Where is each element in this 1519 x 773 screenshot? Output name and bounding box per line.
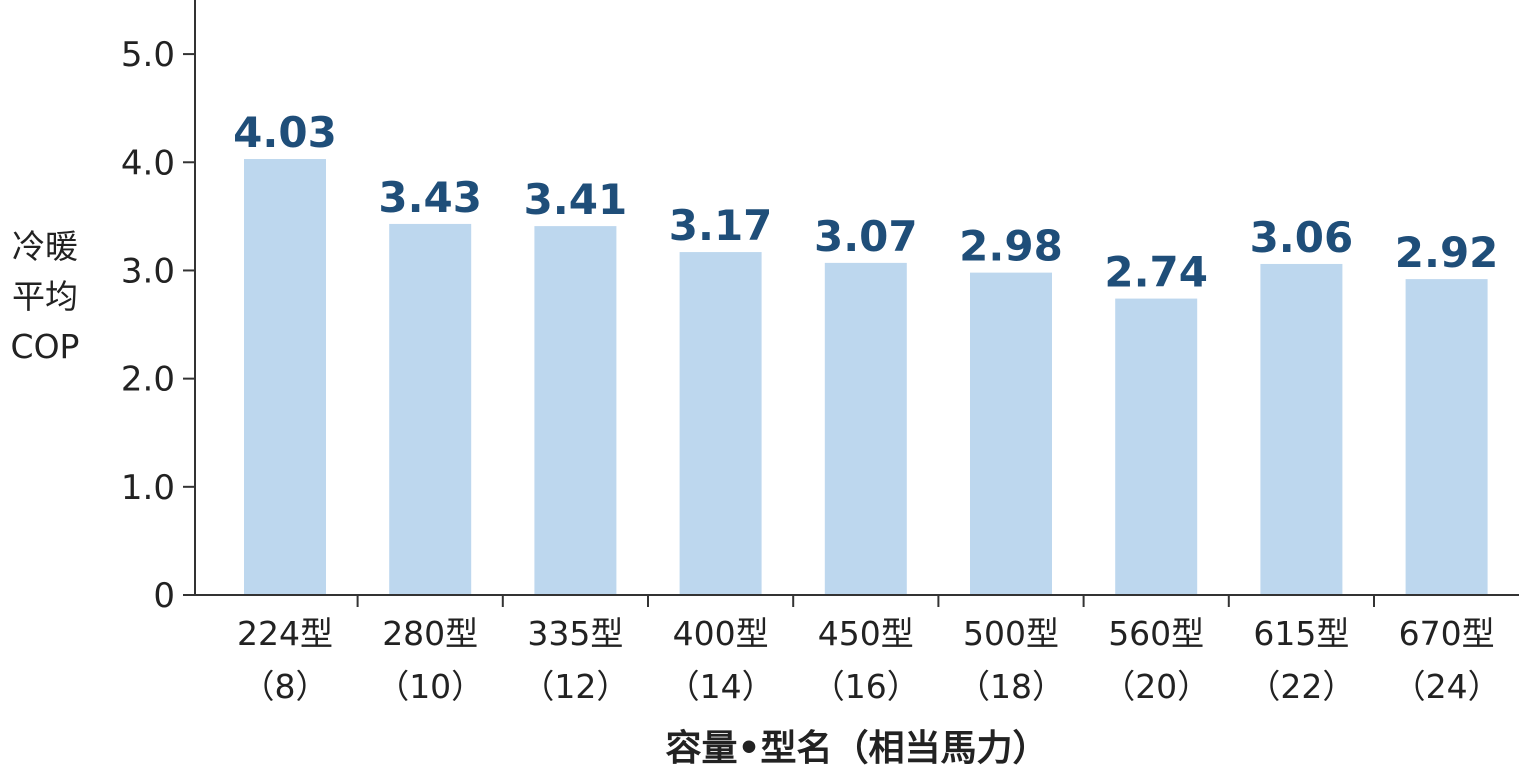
y-tick-label: 0 <box>153 576 175 616</box>
x-tick-label-model: 615型 <box>1253 614 1349 653</box>
x-tick-label-model: 560型 <box>1108 614 1204 653</box>
x-tick-label-hp: （24） <box>1393 667 1501 706</box>
x-axis-label: 容量•型名（相当馬力） <box>665 728 1048 769</box>
x-tick-label-hp: （10） <box>376 667 484 706</box>
x-tick-label-hp: （8） <box>242 667 329 706</box>
bar <box>244 159 326 595</box>
bar <box>824 262 907 595</box>
x-tick-label-model: 224型 <box>237 614 333 653</box>
x-tick-label-model: 500型 <box>963 614 1059 653</box>
bar <box>1260 263 1343 595</box>
bar-value-label: 2.74 <box>1104 248 1208 297</box>
x-tick-label-model: 450型 <box>818 614 914 653</box>
axes <box>194 0 1519 596</box>
bar-value-label: 2.92 <box>1395 228 1499 277</box>
x-tick-label-model: 400型 <box>673 614 769 653</box>
bar <box>970 272 1052 595</box>
x-tick-label-hp: （22） <box>1247 667 1355 706</box>
bar <box>1405 279 1488 595</box>
x-tick-label-hp: （18） <box>957 667 1065 706</box>
bar <box>1115 298 1198 595</box>
x-tick-label-hp: （14） <box>667 667 775 706</box>
x-tick-label-hp: （12） <box>521 667 629 706</box>
y-axis-label-line: 冷暖 <box>12 227 78 266</box>
y-tick-label: 3.0 <box>121 251 175 291</box>
bar-value-label: 3.43 <box>378 173 482 222</box>
y-tick-label: 5.0 <box>121 35 175 75</box>
x-tick-label-model: 335型 <box>527 614 623 653</box>
bar-value-label: 3.07 <box>814 212 918 261</box>
bar-value-label: 3.17 <box>669 201 773 250</box>
x-tick-label-hp: （20） <box>1102 667 1210 706</box>
y-tick-label: 4.0 <box>121 143 175 183</box>
y-axis-label-line: 平均 <box>12 277 78 316</box>
y-axis-ticks: 0 1.0 2.0 3.0 4.0 5.0 <box>121 35 195 616</box>
bar-value-label: 4.03 <box>233 108 337 157</box>
bar <box>389 223 472 595</box>
y-tick-label: 2.0 <box>121 360 175 400</box>
bar-value-label: 2.98 <box>959 222 1063 271</box>
bar <box>534 226 617 595</box>
y-axis-label-line: COP <box>11 327 80 366</box>
x-tick-label-model: 280型 <box>382 614 478 653</box>
bar-value-label: 3.06 <box>1250 213 1354 262</box>
x-tick-label-model: 670型 <box>1399 614 1495 653</box>
value-labels: 4.03 3.43 3.41 3.17 3.07 2.98 2.74 3.06 2.92 <box>233 108 1498 297</box>
bar <box>679 252 762 595</box>
bar-value-label: 3.41 <box>524 175 628 224</box>
bars <box>244 159 1488 595</box>
y-tick-label: 1.0 <box>121 468 175 508</box>
x-tick-label-hp: （16） <box>812 667 920 706</box>
x-axis-ticks: 224型 （8） 280型 （10） 335型 （12） 400型 （14） 450型 （16） 5… <box>237 595 1501 706</box>
